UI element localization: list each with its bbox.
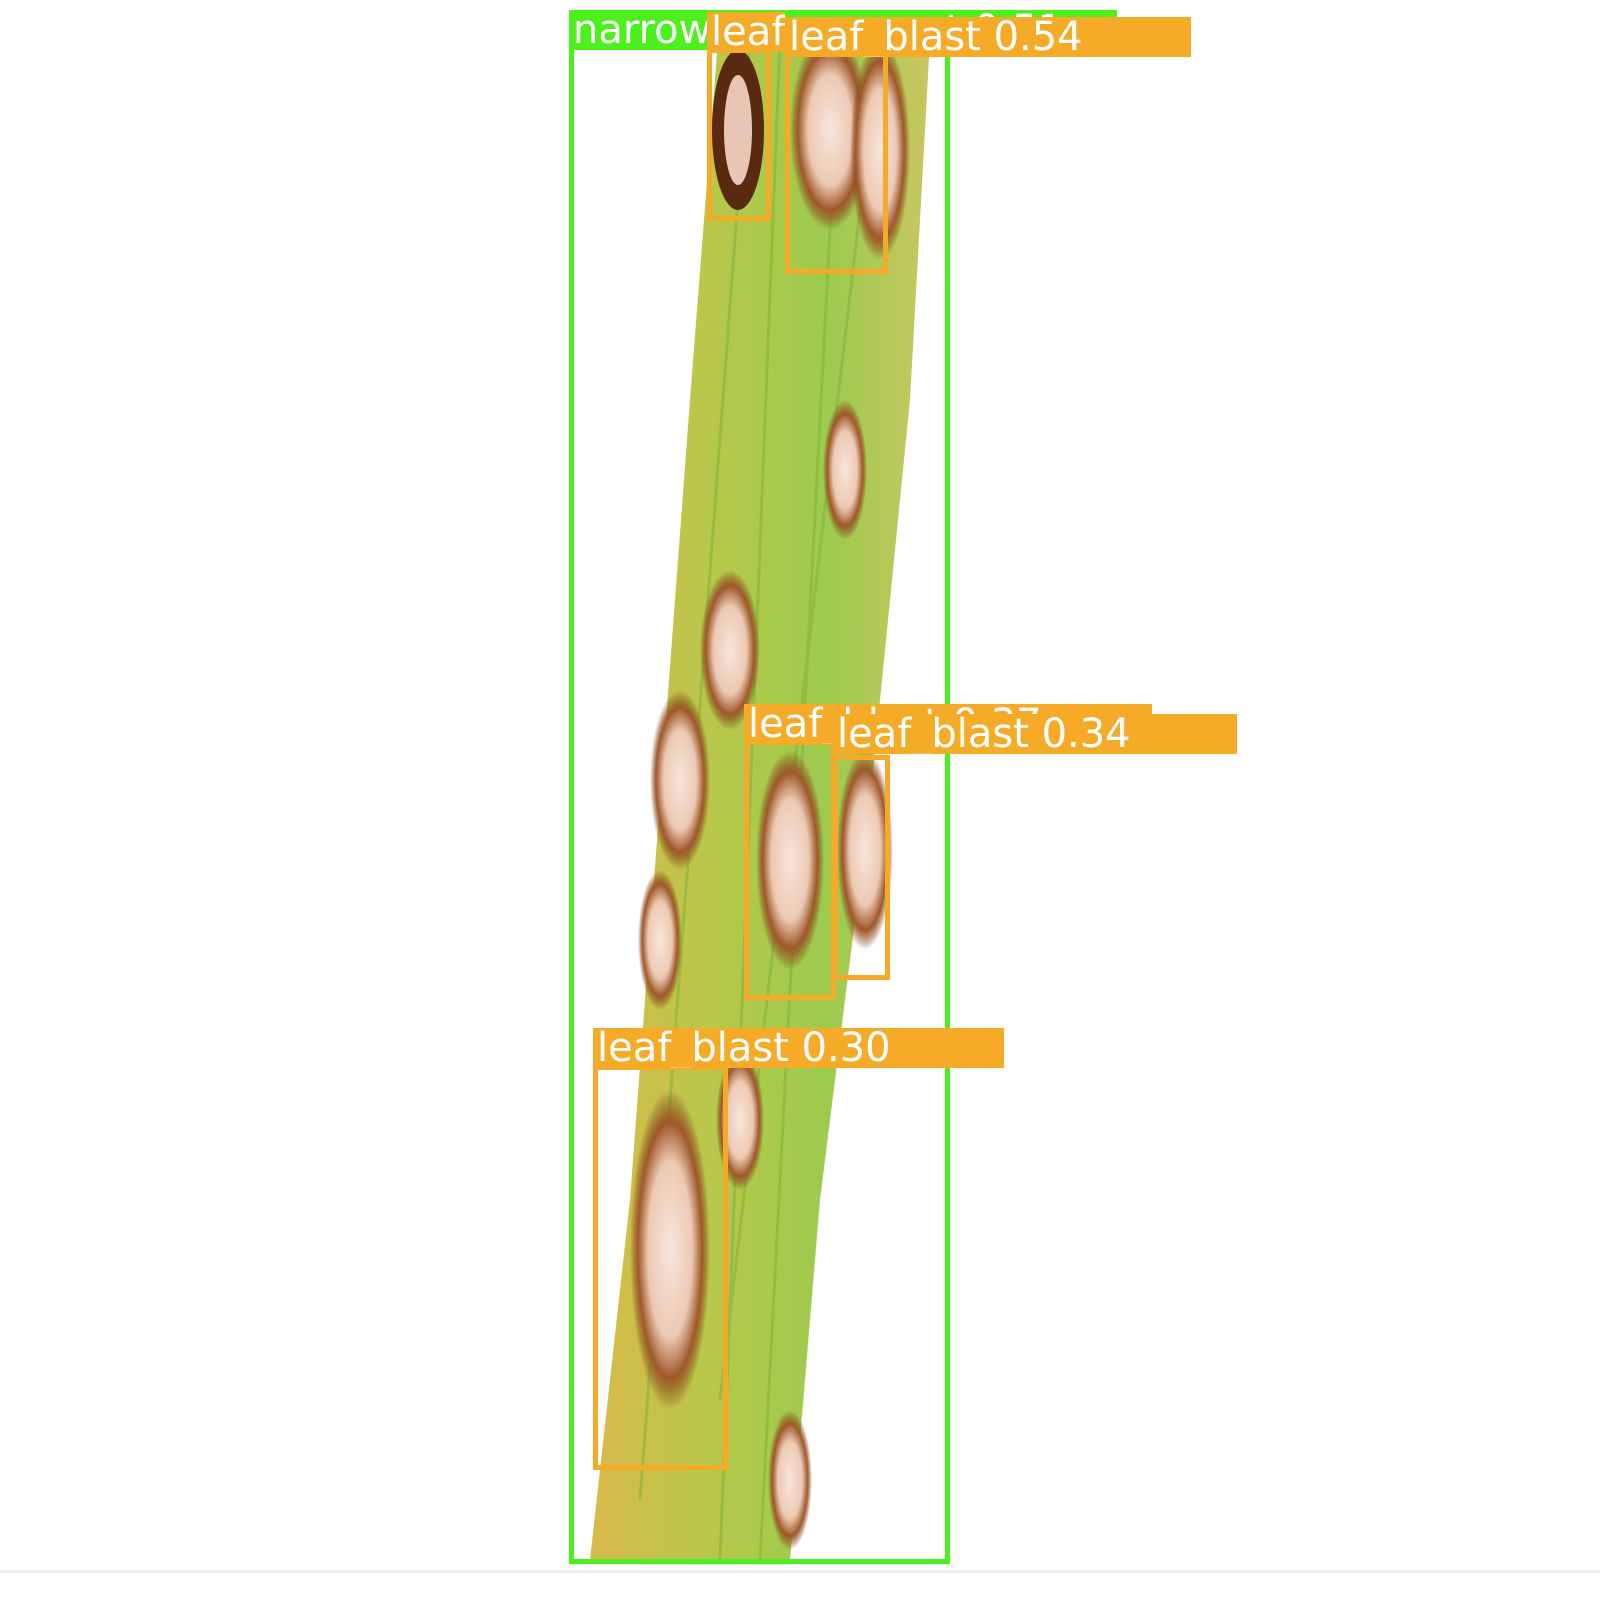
detection-box-leaf-blast bbox=[744, 740, 836, 1000]
detection-label-leaf-blast: leaf_blast 0.67 bbox=[707, 12, 785, 52]
lesions bbox=[630, 30, 910, 1550]
detection-box-leaf-blast bbox=[833, 755, 890, 980]
detection-label-leaf-blast: leaf_blast 0.34 bbox=[833, 714, 1237, 754]
detection-box-leaf-blast bbox=[707, 48, 771, 221]
detection-box-leaf-blast bbox=[785, 52, 888, 274]
detection-label-leaf-blast: leaf_blast 0.54 bbox=[785, 17, 1191, 57]
detection-label-leaf-blast: leaf_blast 0.30 bbox=[593, 1028, 1004, 1068]
detection-box-leaf-blast bbox=[593, 1065, 728, 1470]
